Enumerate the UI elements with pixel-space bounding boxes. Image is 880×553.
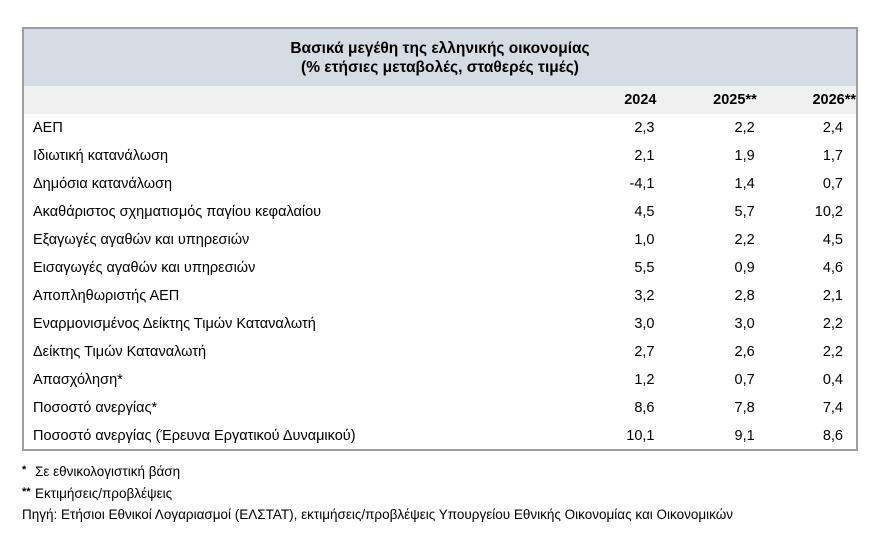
- row-label: Δείκτης Τιμών Καταναλωτή: [23, 338, 561, 366]
- table-row: Εναρμονισμένος Δείκτης Τιμών Καταναλωτή …: [23, 310, 857, 338]
- value-cell: 0,7: [656, 366, 757, 394]
- value-cell: 2,4: [756, 114, 857, 142]
- table-row: Εξαγωγές αγαθών και υπηρεσιών 1,0 2,2 4,…: [23, 226, 857, 254]
- value-cell: 2,1: [756, 282, 857, 310]
- table-title: Βασικά μεγέθη της ελληνικής οικονομίας (…: [23, 28, 857, 86]
- value-cell: 5,5: [560, 254, 657, 282]
- table-row: Δείκτης Τιμών Καταναλωτή 2,7 2,6 2,2: [23, 338, 857, 366]
- row-label: Ακαθάριστος σχηματισμός παγίου κεφαλαίου: [23, 198, 561, 226]
- table-title-row: Βασικά μεγέθη της ελληνικής οικονομίας (…: [23, 28, 857, 86]
- value-cell: 9,1: [656, 422, 757, 450]
- value-cell: 2,1: [560, 142, 657, 170]
- value-cell: 7,4: [756, 394, 857, 422]
- value-cell: -4,1: [560, 170, 657, 198]
- row-label: Εισαγωγές αγαθών και υπηρεσιών: [23, 254, 561, 282]
- column-header-2026: 2026**: [756, 86, 857, 114]
- footnote-marker: **: [22, 486, 31, 498]
- footnote-marker: *: [22, 464, 27, 476]
- value-cell: 3,2: [560, 282, 657, 310]
- value-cell: 3,0: [560, 310, 657, 338]
- report-section: Βασικά μεγέθη της ελληνικής οικονομίας (…: [22, 27, 858, 526]
- table-row: Απασχόληση* 1,2 0,7 0,4: [23, 366, 857, 394]
- value-cell: 2,6: [656, 338, 757, 366]
- footnote-text: Σε εθνικολογιστική βάση: [35, 464, 181, 479]
- value-cell: 8,6: [560, 394, 657, 422]
- value-cell: 2,2: [756, 338, 857, 366]
- value-cell: 2,2: [656, 114, 757, 142]
- value-cell: 1,7: [756, 142, 857, 170]
- table-row: ΑΕΠ 2,3 2,2 2,4: [23, 114, 857, 142]
- value-cell: 1,2: [560, 366, 657, 394]
- value-cell: 1,4: [656, 170, 757, 198]
- value-cell: 4,6: [756, 254, 857, 282]
- table-row: Ποσοστό ανεργίας (Έρευνα Εργατικού Δυναμ…: [23, 422, 857, 450]
- value-cell: 0,9: [656, 254, 757, 282]
- table-row: Δημόσια κατανάλωση -4,1 1,4 0,7: [23, 170, 857, 198]
- source-note: Πηγή: Ετήσιοι Εθνικοί Λογαριασμοί (ΕΛΣΤΑ…: [22, 507, 733, 522]
- table-row: Ιδιωτική κατανάλωση 2,1 1,9 1,7: [23, 142, 857, 170]
- value-cell: 2,8: [656, 282, 757, 310]
- row-label: ΑΕΠ: [23, 114, 561, 142]
- economy-table: Βασικά μεγέθη της ελληνικής οικονομίας (…: [22, 27, 858, 451]
- row-label: Ποσοστό ανεργίας*: [23, 394, 561, 422]
- column-header-2024: 2024: [560, 86, 657, 114]
- column-header-row: 2024 2025** 2026**: [23, 86, 857, 114]
- value-cell: 1,9: [656, 142, 757, 170]
- value-cell: 4,5: [560, 198, 657, 226]
- value-cell: 2,2: [756, 310, 857, 338]
- value-cell: 0,7: [756, 170, 857, 198]
- footnote-text: Εκτιμήσεις/προβλέψεις: [35, 486, 173, 501]
- value-cell: 2,2: [656, 226, 757, 254]
- column-header-2025: 2025**: [656, 86, 757, 114]
- value-cell: 0,4: [756, 366, 857, 394]
- value-cell: 3,0: [656, 310, 757, 338]
- row-label: Αποπληθωριστής ΑΕΠ: [23, 282, 561, 310]
- table-row: Εισαγωγές αγαθών και υπηρεσιών 5,5 0,9 4…: [23, 254, 857, 282]
- row-label: Εναρμονισμένος Δείκτης Τιμών Καταναλωτή: [23, 310, 561, 338]
- value-cell: 10,2: [756, 198, 857, 226]
- value-cell: 2,3: [560, 114, 657, 142]
- value-cell: 1,0: [560, 226, 657, 254]
- footnotes: * Σε εθνικολογιστική βάση ** Εκτιμήσεις/πρ…: [22, 460, 858, 526]
- row-label: Δημόσια κατανάλωση: [23, 170, 561, 198]
- table-row: Ποσοστό ανεργίας* 8,6 7,8 7,4: [23, 394, 857, 422]
- table-title-line2: (% ετήσιες μεταβολές, σταθερές τιμές): [301, 59, 579, 76]
- footnote-estimates: ** Εκτιμήσεις/προβλέψεις: [22, 482, 858, 504]
- value-cell: 7,8: [656, 394, 757, 422]
- column-header-spacer: [23, 86, 561, 114]
- value-cell: 10,1: [560, 422, 657, 450]
- table-row: Αποπληθωριστής ΑΕΠ 3,2 2,8 2,1: [23, 282, 857, 310]
- row-label: Εξαγωγές αγαθών και υπηρεσιών: [23, 226, 561, 254]
- row-label: Ιδιωτική κατανάλωση: [23, 142, 561, 170]
- table-title-line1: Βασικά μεγέθη της ελληνικής οικονομίας: [290, 40, 590, 57]
- value-cell: 2,7: [560, 338, 657, 366]
- row-label: Ποσοστό ανεργίας (Έρευνα Εργατικού Δυναμ…: [23, 422, 561, 450]
- value-cell: 8,6: [756, 422, 857, 450]
- value-cell: 5,7: [656, 198, 757, 226]
- value-cell: 4,5: [756, 226, 857, 254]
- footnote-national-accounts: * Σε εθνικολογιστική βάση: [22, 460, 858, 482]
- row-label: Απασχόληση*: [23, 366, 561, 394]
- table-row: Ακαθάριστος σχηματισμός παγίου κεφαλαίου…: [23, 198, 857, 226]
